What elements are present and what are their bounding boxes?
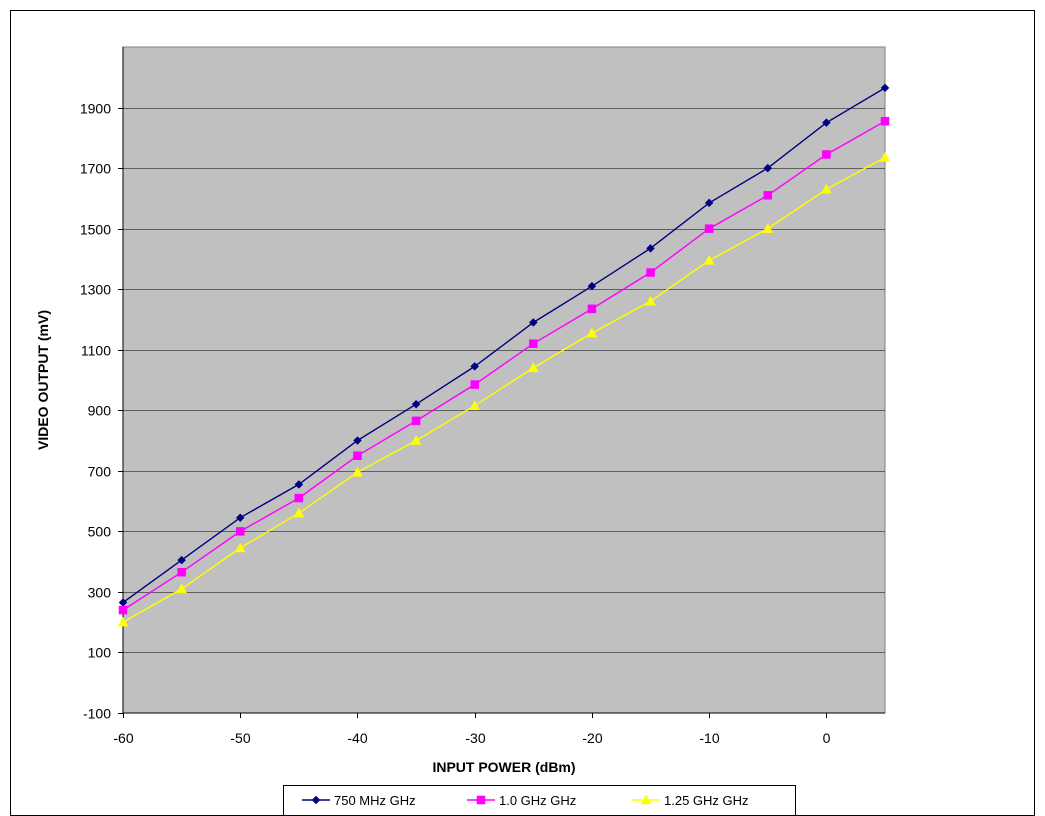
x-tick-label: 0	[823, 730, 831, 746]
data-point	[117, 616, 129, 627]
data-point	[470, 362, 480, 371]
data-point	[645, 295, 656, 306]
y-tick-label: 300	[88, 585, 112, 601]
data-point	[587, 304, 597, 314]
legend-item: 1.0 GHz GHz	[467, 793, 576, 808]
data-point	[177, 555, 186, 565]
data-point	[352, 466, 363, 477]
data-point	[763, 163, 773, 173]
legend: 750 MHz GHz 1.0 GHz GHz 1.25 GHz GHz	[283, 785, 796, 816]
data-point	[763, 191, 773, 200]
data-point	[234, 542, 246, 553]
y-tick-label: 1900	[80, 101, 111, 117]
y-tick-label: -100	[83, 706, 111, 722]
data-point	[469, 400, 481, 410]
data-point	[879, 151, 891, 162]
data-point	[294, 493, 304, 503]
y-tick-label: 700	[88, 464, 112, 480]
series-line	[122, 87, 886, 604]
data-point	[703, 254, 715, 265]
data-point	[411, 399, 421, 409]
y-tick-label: 100	[88, 645, 112, 661]
y-tick-label: 1100	[81, 343, 111, 359]
data-point	[118, 605, 128, 615]
y-tick-label: 900	[88, 403, 112, 419]
x-axis-ticks: -60 -50 -40 -30 -20 -10 0	[113, 713, 831, 746]
y-tick-label: 1500	[80, 222, 111, 238]
data-point	[177, 567, 186, 577]
legend-marker	[476, 795, 486, 805]
data-point	[294, 480, 304, 489]
x-tick-label: -10	[699, 730, 719, 746]
y-tick-label: 1700	[80, 161, 111, 177]
data-point	[353, 451, 362, 460]
data-point	[704, 198, 714, 208]
series-line	[122, 120, 886, 611]
data-point	[820, 183, 832, 194]
data-point	[762, 223, 774, 233]
data-point	[527, 362, 539, 373]
x-axis-title: INPUT POWER (dBm)	[432, 759, 575, 775]
y-axis-ticks: -100 100 300 500 700 900 1100 1300 1500 1700 1900	[80, 101, 123, 722]
data-point	[235, 513, 245, 523]
y-axis-title: VIDEO OUTPUT (mV)	[35, 310, 51, 450]
series-2	[118, 116, 890, 615]
data-point	[470, 380, 479, 389]
x-tick-label: -50	[230, 730, 250, 746]
data-point	[411, 416, 421, 426]
data-point	[880, 116, 890, 126]
data-point	[880, 83, 890, 93]
data-point	[822, 118, 831, 128]
data-point	[235, 527, 245, 536]
legend-marker	[311, 795, 321, 805]
legend-item: 1.25 GHz GHz	[632, 793, 749, 808]
legend-marker	[640, 794, 652, 805]
legend-label: 1.0 GHz GHz	[499, 793, 576, 808]
y-tick-label: 1300	[80, 282, 111, 298]
data-point	[529, 339, 538, 348]
data-point	[293, 507, 305, 518]
x-tick-label: -30	[465, 730, 485, 746]
data-point	[176, 583, 188, 594]
legend-item: 750 MHz GHz	[302, 793, 416, 808]
data-point	[528, 318, 538, 327]
data-point	[646, 243, 655, 253]
y-tick-label: 500	[88, 524, 112, 540]
series-3	[117, 151, 891, 627]
data-point	[822, 150, 831, 159]
legend-label: 1.25 GHz GHz	[664, 793, 749, 808]
data-point	[353, 436, 362, 445]
data-point	[587, 281, 597, 291]
data-point	[586, 327, 598, 338]
x-tick-label: -40	[347, 730, 367, 746]
data-point	[704, 224, 714, 233]
x-tick-label: -20	[582, 730, 602, 746]
gridlines	[123, 108, 885, 653]
series-line	[122, 156, 886, 623]
x-tick-label: -60	[113, 730, 133, 746]
plot-area	[122, 46, 886, 714]
series-group	[117, 83, 891, 627]
legend-box	[283, 785, 796, 816]
legend-label: 750 MHz GHz	[334, 793, 416, 808]
data-point	[646, 268, 655, 277]
series-1	[118, 83, 890, 607]
data-point	[410, 435, 422, 445]
